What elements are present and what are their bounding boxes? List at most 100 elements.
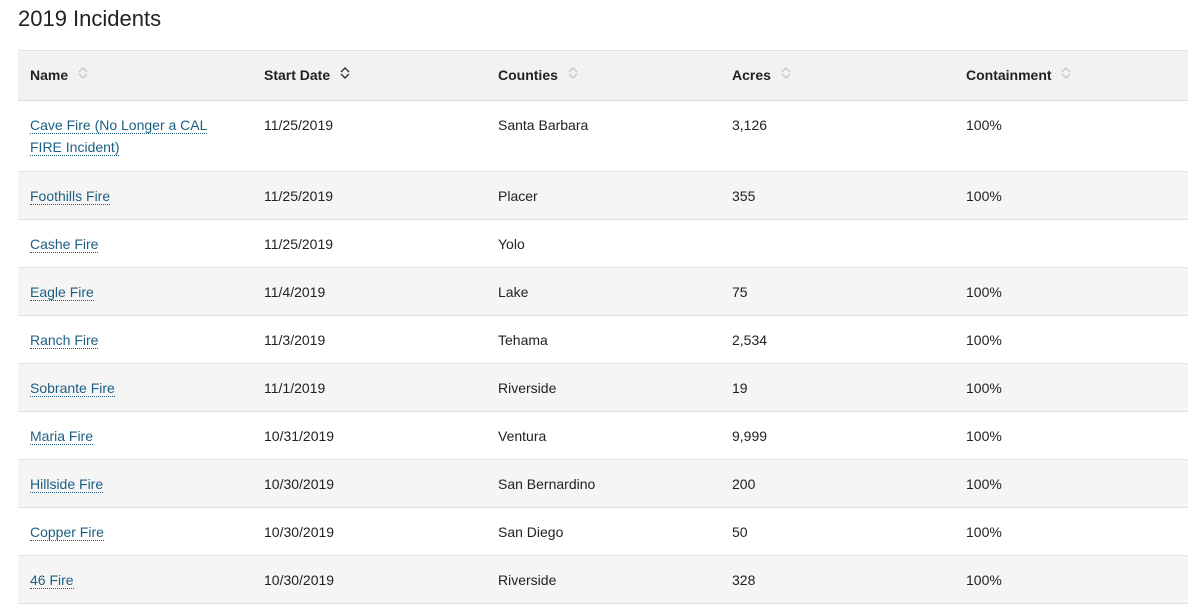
cell-acres: 2,534 <box>720 316 954 364</box>
cell-counties: Yolo <box>486 220 720 268</box>
counties-text: Riverside <box>498 572 557 588</box>
containment-text: 100% <box>966 476 1002 492</box>
incident-link[interactable]: Maria Fire <box>30 428 94 445</box>
acres-text: 328 <box>732 572 756 588</box>
cell-containment: 100% <box>954 556 1188 604</box>
cell-counties: Riverside <box>486 556 720 604</box>
table-header-row: Name Start Date Counties Acres <box>18 50 1188 101</box>
start-date-text: 11/3/2019 <box>264 332 326 348</box>
containment-text: 100% <box>966 380 1002 396</box>
counties-text: San Diego <box>498 524 564 540</box>
start-date-text: 10/31/2019 <box>264 428 335 444</box>
column-header-label: Name <box>30 66 69 83</box>
column-header-label: Counties <box>498 66 558 83</box>
sort-icon[interactable] <box>1061 66 1071 83</box>
incident-link[interactable]: Foothills Fire <box>30 188 111 205</box>
acres-text <box>732 220 954 233</box>
start-date-text: 10/30/2019 <box>264 524 335 540</box>
start-date-text: 11/25/2019 <box>264 117 334 133</box>
table-row: Sobrante Fire 11/1/2019 Riverside 19 100… <box>18 363 1188 412</box>
counties-text: Ventura <box>498 428 547 444</box>
cell-acres: 3,126 <box>720 101 954 172</box>
page-title: 2019 Incidents <box>18 6 162 31</box>
incident-link[interactable]: Hillside Fire <box>30 476 104 493</box>
cell-name: Cashe Fire <box>18 220 252 268</box>
acres-text: 3,126 <box>732 117 768 133</box>
cell-start-date: 11/3/2019 <box>252 316 486 364</box>
acres-text: 355 <box>732 188 756 204</box>
incident-link[interactable]: Eagle Fire <box>30 284 94 301</box>
sort-active-icon[interactable] <box>340 66 350 83</box>
table-row: Hillside Fire 10/30/2019 San Bernardino … <box>18 459 1188 508</box>
start-date-text: 11/1/2019 <box>264 380 326 396</box>
table-row: Cashe Fire 11/25/2019 Yolo <box>18 219 1188 268</box>
cell-start-date: 11/25/2019 <box>252 101 486 172</box>
cell-start-date: 11/25/2019 <box>252 220 486 268</box>
containment-text: 100% <box>966 428 1002 444</box>
cell-counties: San Diego <box>486 508 720 556</box>
counties-text: Yolo <box>498 236 525 252</box>
cell-start-date: 11/4/2019 <box>252 268 486 316</box>
cell-acres <box>720 220 954 268</box>
cell-name: Copper Fire <box>18 508 252 556</box>
cell-containment: 100% <box>954 508 1188 556</box>
start-date-text: 11/25/2019 <box>264 236 334 252</box>
counties-text: Placer <box>498 188 538 204</box>
cell-acres: 19 <box>720 364 954 412</box>
column-header-containment[interactable]: Containment <box>954 51 1188 101</box>
containment-text: 100% <box>966 117 1002 133</box>
incident-link[interactable]: Sobrante Fire <box>30 380 115 397</box>
containment-text: 100% <box>966 572 1002 588</box>
cell-start-date: 10/30/2019 <box>252 508 486 556</box>
sort-icon[interactable] <box>78 66 88 83</box>
cell-counties: Ventura <box>486 412 720 460</box>
incident-link[interactable]: Ranch Fire <box>30 332 99 349</box>
acres-text: 50 <box>732 524 748 540</box>
cell-acres: 9,999 <box>720 412 954 460</box>
cell-containment: 100% <box>954 268 1188 316</box>
counties-text: Riverside <box>498 380 557 396</box>
cell-acres: 328 <box>720 556 954 604</box>
incident-link[interactable]: Cashe Fire <box>30 236 99 253</box>
cell-containment: 100% <box>954 364 1188 412</box>
table-row: Foothills Fire 11/25/2019 Placer 355 100… <box>18 171 1188 220</box>
incident-link[interactable]: Copper Fire <box>30 524 104 541</box>
cell-name: Ranch Fire <box>18 316 252 364</box>
cell-counties: Placer <box>486 172 720 220</box>
sort-icon[interactable] <box>568 66 578 83</box>
table-row: Ranch Fire 11/3/2019 Tehama 2,534 100% <box>18 315 1188 364</box>
cell-start-date: 11/1/2019 <box>252 364 486 412</box>
table-row: Copper Fire 10/30/2019 San Diego 50 100% <box>18 507 1188 556</box>
counties-text: San Bernardino <box>498 476 596 492</box>
counties-text: Tehama <box>498 332 548 348</box>
table-row: Cave Fire (No Longer a CAL FIRE Incident… <box>18 100 1188 172</box>
containment-text: 100% <box>966 332 1002 348</box>
acres-text: 9,999 <box>732 428 768 444</box>
cell-name: Hillside Fire <box>18 460 252 508</box>
acres-text: 75 <box>732 284 748 300</box>
column-header-name[interactable]: Name <box>18 51 252 101</box>
counties-text: Santa Barbara <box>498 117 589 133</box>
cell-start-date: 10/30/2019 <box>252 460 486 508</box>
cell-acres: 75 <box>720 268 954 316</box>
column-header-label: Containment <box>966 66 1052 83</box>
start-date-text: 10/30/2019 <box>264 476 335 492</box>
cell-counties: Riverside <box>486 364 720 412</box>
cell-counties: Lake <box>486 268 720 316</box>
containment-text: 100% <box>966 524 1002 540</box>
acres-text: 2,534 <box>732 332 768 348</box>
column-header-label: Start Date <box>264 66 331 83</box>
column-header-counties[interactable]: Counties <box>486 51 720 101</box>
cell-counties: Santa Barbara <box>486 101 720 172</box>
incident-link[interactable]: Cave Fire (No Longer a CAL FIRE Incident… <box>30 117 208 156</box>
cell-counties: Tehama <box>486 316 720 364</box>
sort-icon[interactable] <box>781 66 791 83</box>
column-header-start-date[interactable]: Start Date <box>252 51 486 101</box>
counties-text: Lake <box>498 284 529 300</box>
column-header-acres[interactable]: Acres <box>720 51 954 101</box>
containment-text: 100% <box>966 284 1002 300</box>
cell-containment: 100% <box>954 172 1188 220</box>
table-row: Eagle Fire 11/4/2019 Lake 75 100% <box>18 267 1188 316</box>
incident-link[interactable]: 46 Fire <box>30 572 74 589</box>
cell-counties: San Bernardino <box>486 460 720 508</box>
